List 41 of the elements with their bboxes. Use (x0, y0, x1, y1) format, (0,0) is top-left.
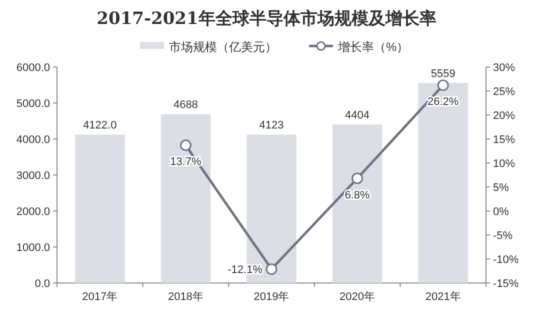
data-label: 4122.0 (83, 120, 117, 132)
y-tick-label: 4000.0 (16, 134, 50, 146)
data-label: 4688 (173, 99, 198, 112)
data-label: 6.8% (344, 189, 370, 202)
bar (160, 114, 211, 283)
x-tick-label: 2019年 (254, 291, 290, 303)
y2-tick-label: 30% (493, 62, 516, 74)
legend-label: 增长率（%） (337, 40, 409, 54)
bar (418, 82, 468, 283)
data-label: 5559 (430, 68, 456, 80)
y2-tick-label: -10% (493, 254, 519, 266)
point (266, 263, 278, 275)
y2-tick-label: 5% (493, 182, 510, 194)
legend-label: 市场规模（亿美元） (169, 40, 277, 54)
point (352, 172, 364, 184)
data-label: 4123 (259, 120, 284, 132)
point (437, 79, 449, 91)
x-tick-label: 2020年 (340, 291, 376, 303)
data-label: -12.1% (228, 264, 263, 276)
y2-tick-label: 25% (493, 86, 516, 98)
y-tick-label: 0.0 (34, 278, 50, 290)
y2-tick-label: 20% (493, 110, 516, 122)
y2-tick-label: -5% (493, 230, 513, 242)
bar (332, 124, 382, 283)
chart-title: 2017-2021年全球半导体市场规模及增长率 (96, 9, 436, 29)
y2-tick-label: -15% (493, 278, 519, 290)
data-label: 26.2% (428, 96, 459, 108)
y-tick-label: 2000.0 (16, 206, 50, 218)
x-tick-label: 2021年 (425, 291, 461, 303)
y-tick-label: 6000.0 (16, 62, 50, 74)
data-label: 4404 (345, 109, 370, 122)
x-tick-label: 2018年 (168, 291, 204, 303)
point (180, 139, 192, 151)
y-tick-label: 5000.0 (16, 98, 50, 110)
y2-tick-label: 0% (493, 206, 510, 218)
y2-tick-label: 10% (493, 158, 516, 170)
y2-tick-label: 15% (493, 134, 516, 146)
y-tick-label: 1000.0 (16, 242, 50, 254)
x-tick-label: 2017年 (82, 291, 118, 303)
bar (75, 134, 125, 283)
y-tick-label: 3000.0 (16, 170, 50, 182)
